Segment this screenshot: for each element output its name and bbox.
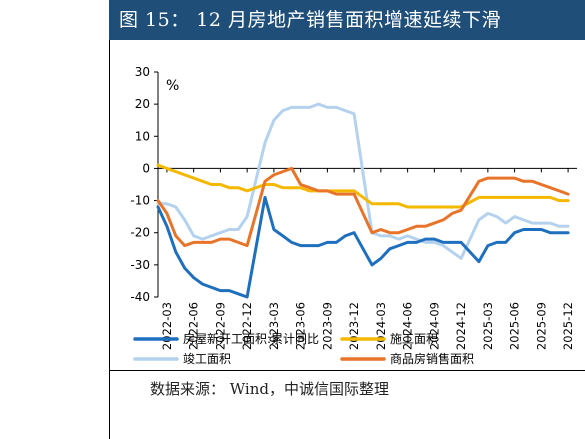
y-axis-unit-label: % <box>166 78 179 94</box>
x-tick-label: 2025-03 <box>481 302 495 350</box>
x-tick-label: 2023-12 <box>347 302 361 350</box>
figure-frame <box>109 40 585 439</box>
x-tick-label: 2022-03 <box>160 302 174 350</box>
y-tick-label: -10 <box>130 194 150 208</box>
series-line <box>156 195 570 299</box>
figure-title: 图 15： 12 月房地产销售面积增速延续下滑 <box>119 9 501 31</box>
y-tick-label: -20 <box>130 226 150 240</box>
x-tick-label: 2024-06 <box>401 302 415 350</box>
x-tick-label: 2025-12 <box>561 302 575 350</box>
x-tick-label: 2023-09 <box>320 302 334 350</box>
x-tick-label: 2025-06 <box>508 302 522 350</box>
source-note: 数据来源： Wind，中诚信国际整理 <box>150 380 389 398</box>
y-axis: 30 20 10 0 -10 -20 -30 -40 <box>130 65 159 304</box>
series-layer <box>156 102 570 299</box>
x-tick-label: 2025-09 <box>534 302 548 350</box>
x-tick-label: 2024-09 <box>427 302 441 350</box>
y-tick-label: 20 <box>135 97 150 111</box>
y-tick-label: -30 <box>130 258 150 272</box>
y-tick-label: 0 <box>142 161 150 175</box>
series-line <box>156 166 570 248</box>
x-tick-label: 2024-12 <box>454 302 468 350</box>
legend-label: 竣工面积 <box>183 351 231 366</box>
legend-label: 商品房销售面积 <box>390 351 474 366</box>
y-tick-label: 10 <box>135 129 150 143</box>
x-tick-label: 2022-12 <box>240 302 254 350</box>
x-tick-label: 2023-06 <box>294 302 308 350</box>
legend-label: 房屋新开工面积:累计同比 <box>183 331 319 346</box>
series-line <box>156 102 570 260</box>
series-line <box>156 163 570 209</box>
y-tick-label: 30 <box>135 65 150 79</box>
x-tick-label: 2023-03 <box>267 302 281 350</box>
x-tick-label: 2022-06 <box>187 302 201 350</box>
y-tick-label: -40 <box>130 290 150 304</box>
x-tick-label: 2024-03 <box>374 302 388 350</box>
legend-label: 施工面积 <box>390 332 438 346</box>
title-bar: 图 15： 12 月房地产销售面积增速延续下滑 <box>109 0 585 40</box>
footer-divider <box>110 370 585 371</box>
x-tick-label: 2022-09 <box>213 302 227 350</box>
